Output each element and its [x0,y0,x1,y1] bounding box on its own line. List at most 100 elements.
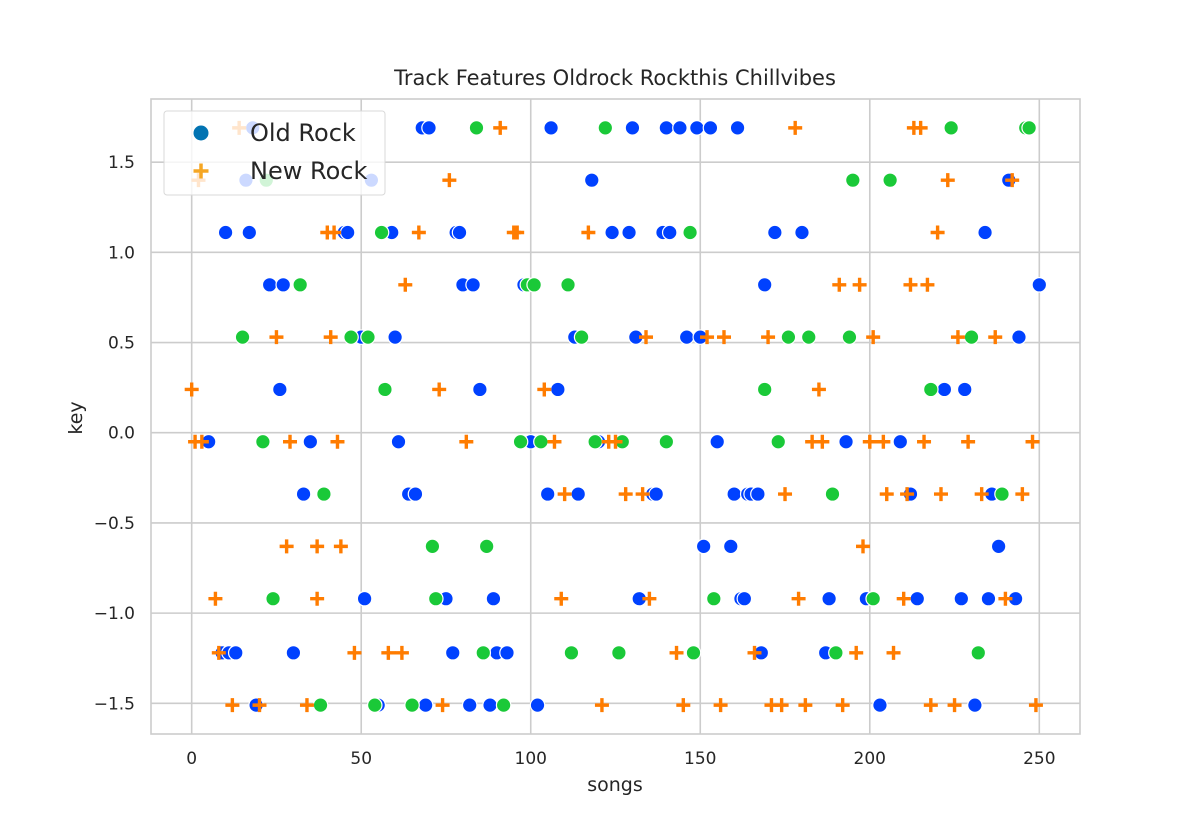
new-rock-point [811,382,826,397]
new-rock-point [1028,698,1043,713]
old-rock-point [702,120,719,136]
x-tick-label: 100 [515,749,547,769]
chill-vibes-point [373,224,390,241]
chill-vibes-point [963,329,980,345]
new-rock-point [194,434,209,449]
old-rock-point [1011,329,1027,345]
new-rock-point [876,434,891,449]
old-rock-point [678,329,695,345]
new-rock-point [635,487,650,502]
old-rock-point [539,486,556,502]
old-rock-point [909,590,926,607]
new-rock-point [381,645,396,660]
old-rock-point [285,645,302,661]
chill-vibes-point [478,538,495,555]
chill-vibes-point [658,433,675,450]
new-rock-point [442,173,457,188]
old-rock-point [953,590,970,607]
x-tick-label: 250 [1023,749,1055,769]
new-rock-point [676,698,691,713]
new-rock-point [411,225,426,240]
x-axis-label: songs [587,774,643,796]
old-rock-point [722,538,739,555]
old-rock-point [990,538,1007,555]
old-rock-point [543,120,559,136]
y-tick-label: −1.0 [94,604,135,624]
chill-vibes-point [560,277,576,293]
old-rock-point [529,697,546,713]
new-rock-point [510,225,525,240]
old-rock-point [295,486,312,502]
new-rock-point [639,330,654,345]
chill-vibes-point [841,329,858,345]
new-rock-point [333,539,348,554]
new-rock-point [547,434,562,449]
new-rock-point [988,330,1003,345]
old-rock-point [621,224,637,241]
chill-vibes-point [828,645,844,661]
new-rock-point [761,330,776,345]
data-points [184,120,1048,713]
old-rock-point [736,590,753,607]
x-tick-label: 200 [854,749,886,769]
old-rock-point [648,486,664,502]
old-rock-point [241,224,258,241]
plot-frame [150,98,1081,735]
chill-vibes-point [312,697,329,713]
new-rock-point [327,225,342,240]
new-rock-point [778,487,793,502]
chill-vibes-point [468,120,485,136]
old-rock-point [604,224,620,241]
chill-vibes-point [526,277,542,293]
old-rock-point [472,381,488,398]
old-rock-point [421,120,437,136]
chill-vibes-point [428,590,444,607]
chill-vibes-point [770,433,787,450]
old-rock-point [767,224,783,241]
old-rock-point [750,486,766,502]
old-rock-point [583,172,600,188]
old-rock-point [821,590,837,607]
new-rock-point [279,539,294,554]
new-rock-point [930,225,945,240]
new-rock-point [1025,434,1040,449]
new-rock-point [347,645,362,660]
old-rock-point [980,590,997,607]
chill-vibes-point [424,538,441,555]
new-rock-point [435,698,450,713]
new-rock-point [557,487,572,502]
new-rock-point [394,645,409,660]
chill-vibes-point [706,590,722,607]
old-rock-point [892,433,909,450]
new-rock-point [537,382,552,397]
new-rock-point [774,698,789,713]
new-rock-point [879,487,894,502]
new-rock-point [299,698,314,713]
old-rock-point [217,224,234,241]
tick-labels: 0 50 100 150 200 250 −1.5 −1.0 −0.5 0.0 0.5 1.0 1.5 [94,153,1056,769]
chill-vibes-point [882,172,898,188]
legend-new-rock-label: New Rock [250,157,367,185]
new-rock-point [310,591,325,606]
new-rock-point [225,698,240,713]
legend-box [163,110,386,196]
new-rock-point [947,698,962,713]
old-rock-point [956,381,973,398]
old-rock-point [356,590,373,607]
new-rock-point [700,330,715,345]
new-rock-point [1005,173,1020,188]
chill-vibes-point [475,645,492,661]
old-rock-point [407,486,424,502]
old-rock-point [387,329,403,345]
old-rock-point [658,120,675,136]
new-rock-point [849,645,864,660]
chill-vibes-point [563,645,580,661]
old-rock-point [756,277,773,293]
chill-vibes-point [316,486,332,502]
new-rock-point [900,487,915,502]
chill-vibes-point [845,172,861,188]
new-rock-point [913,120,928,135]
old-rock-point [465,277,481,293]
new-rock-point [961,434,976,449]
